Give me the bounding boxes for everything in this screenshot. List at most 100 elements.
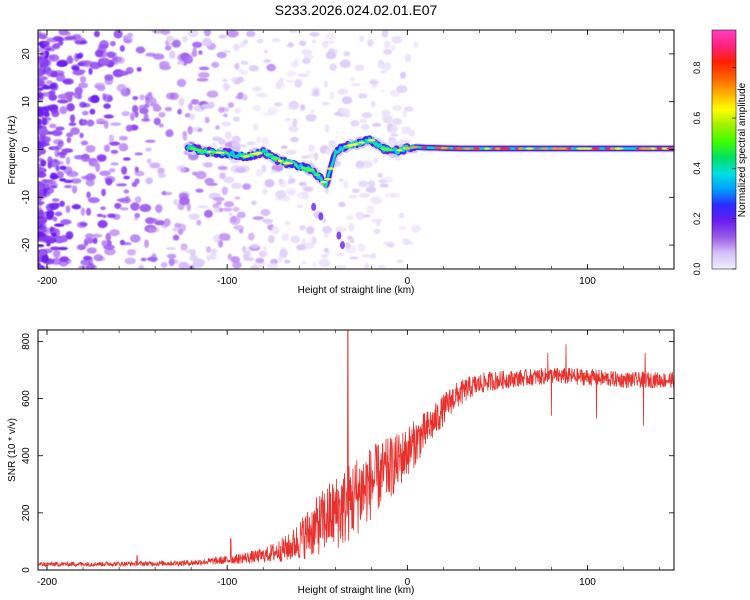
spectrogram-noise-blob [389, 89, 400, 97]
spectrogram-noise-blob [350, 76, 356, 82]
x-tick-label: 100 [579, 577, 596, 588]
spectrogram-noise-blob [300, 104, 306, 111]
spectrogram-noise-blob [171, 39, 182, 48]
spectrogram-noise-blob [395, 156, 403, 161]
spectrogram-noise-blob [157, 167, 165, 175]
spectrogram-noise-blob [105, 232, 112, 242]
spectrogram-noise-blob [46, 210, 55, 217]
spectrogram-noise-blob [261, 136, 270, 146]
carrier-hotspot [575, 147, 586, 150]
spectrogram-noise-blob [90, 94, 100, 104]
spectrogram-noise-blob [284, 220, 291, 226]
spectrogram-noise-blob [252, 104, 262, 112]
spectrogram-noise-blob [359, 118, 368, 124]
spectrogram-noise-blob [77, 265, 90, 269]
spectrogram-noise-blob [270, 169, 277, 175]
spectrogram-noise-blob [234, 196, 241, 200]
x-tick-label: 0 [405, 577, 411, 588]
spectrogram-streak [318, 212, 324, 221]
spectrogram-noise-blob [285, 187, 297, 194]
carrier-hotspot [472, 147, 480, 150]
spectrogram-noise-blob [216, 200, 223, 205]
spectrogram-noise-blob [341, 96, 353, 105]
spectrogram-noise-blob [278, 180, 288, 188]
colorbar-ticks: 0.0 0.2 0.4 0.6 0.8 [692, 61, 736, 275]
spectrogram-noise-blob [79, 76, 87, 83]
spectrogram-noise-blob [339, 59, 351, 69]
spectrogram-noise-blob [165, 35, 175, 42]
spectrogram-noise-blob [210, 248, 218, 253]
spectrogram-noise-blob [195, 170, 207, 180]
spectrogram-noise-blob [212, 136, 222, 142]
spectrogram-noise-blob [266, 63, 277, 72]
spectrogram-streak [336, 231, 342, 240]
carrier-hotspot [525, 147, 534, 150]
carrier-hotspot [270, 157, 280, 160]
x-tick-label: 0 [405, 276, 411, 287]
spectrogram-noise-blob [367, 39, 374, 47]
spectrogram-noise-blob [256, 92, 268, 98]
spectrogram-noise-blob [162, 190, 167, 196]
spectrogram-noise-blob [126, 32, 134, 38]
spectrogram-noise-blob [396, 259, 404, 264]
carrier-hotspot [251, 152, 261, 155]
spectrogram-noise-blob [53, 159, 58, 164]
spectrogram-noise-blob [187, 125, 193, 135]
spectrogram-noise-blob [46, 242, 51, 247]
spectrogram-noise-blob [55, 126, 65, 131]
spectrogram-noise-blob [43, 111, 50, 118]
spectrogram-noise-blob [357, 243, 366, 252]
spectrogram-noise-blob [134, 166, 139, 173]
spectrogram-noise-blob [321, 253, 328, 259]
spectrogram-noise-blob [65, 156, 71, 165]
spectrogram-noise-blob [99, 170, 111, 177]
spectrogram-noise-blob [178, 228, 184, 235]
spectrogram-noise-blob [51, 232, 57, 238]
spectrogram-noise-blob [232, 116, 240, 122]
spectrogram-noise-blob [232, 261, 242, 269]
spectrogram-noise-blob [79, 101, 87, 108]
spectrogram-noise-blob [158, 111, 166, 118]
spectrogram-noise-blob [51, 109, 60, 118]
spectrogram-noise-blob [343, 51, 351, 57]
spectrogram-noise-blob [241, 245, 247, 253]
spectrogram-noise-blob [71, 204, 82, 210]
y-tick-label: -20 [21, 237, 32, 252]
spectrogram-noise-blob [144, 239, 150, 249]
carrier-hotspot [433, 146, 442, 150]
spectrogram-noise-blob [268, 235, 275, 244]
carrier-hotspot [517, 147, 524, 150]
spectrogram-noise-blob [371, 122, 382, 127]
spectrogram-noise-blob [41, 253, 49, 263]
spectrogram-noise-blob [289, 30, 298, 34]
carrier-hotspot [540, 147, 549, 150]
spectrogram-noise-blob [192, 41, 203, 48]
spectrogram-noise-blob [169, 50, 176, 60]
spectrogram-carrier-band [183, 135, 674, 250]
spectrogram-noise-blob [358, 180, 369, 188]
spectrogram-noise-blob [226, 30, 239, 38]
spectrogram-noise-blob [233, 142, 240, 148]
spectrogram-noise-blob [297, 73, 309, 77]
carrier-hotspot [404, 146, 411, 150]
spectrogram-noise-blob [231, 135, 241, 144]
carrier-hotspot [192, 148, 198, 151]
spectrogram-noise-blob [145, 217, 155, 225]
spectrogram-noise-blob [305, 70, 312, 75]
spectrogram-noise-blob [263, 59, 272, 63]
carrier-hotspot [277, 159, 283, 162]
spectrogram-noise-blob [49, 174, 59, 180]
spectrogram-noise-blob [79, 40, 88, 45]
spectrogram-noise-blob [213, 197, 225, 202]
spectrogram-noise-blob [301, 48, 313, 57]
spectrogram-noise-blob [114, 202, 122, 210]
spectrogram-noise-blob [55, 144, 62, 151]
spectrogram-noise-blob [370, 218, 383, 223]
spectrogram-noise-blob [38, 171, 47, 178]
spectrogram-noise-blob [70, 127, 80, 135]
spectrogram-noise-blob [54, 211, 63, 217]
spectrogram-noise-blob [38, 78, 46, 86]
spectrogram-noise-blob [58, 30, 69, 36]
carrier-hotspot [313, 173, 321, 177]
spectrogram-noise-blob [38, 191, 43, 198]
